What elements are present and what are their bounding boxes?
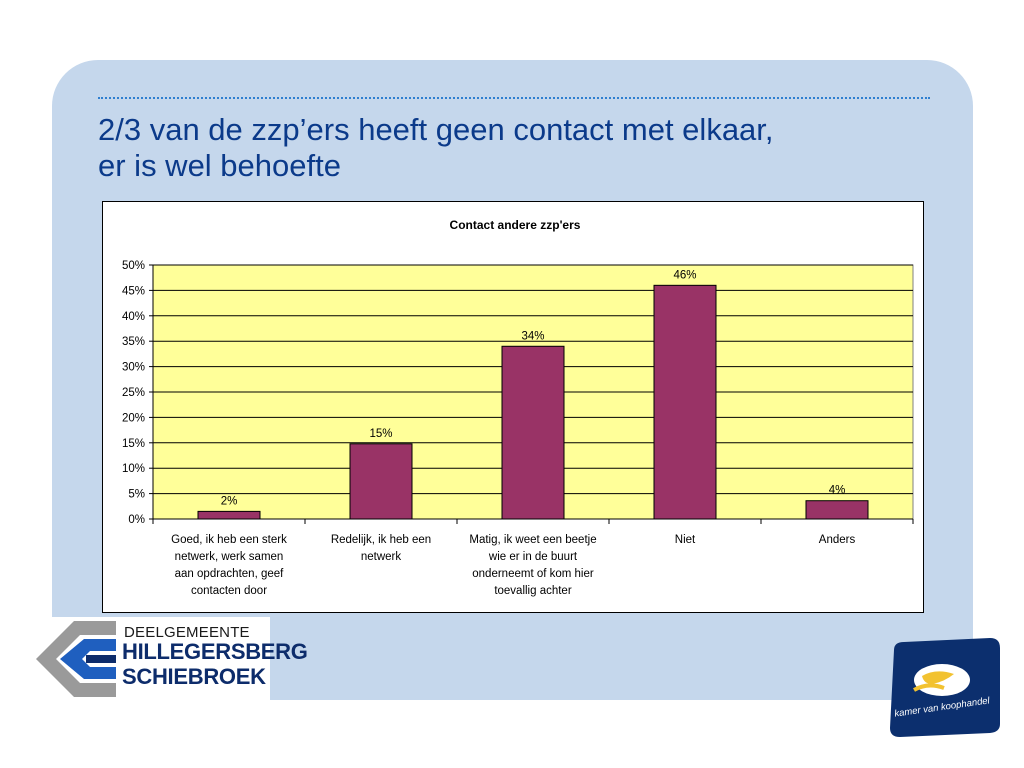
x-category-label-line: aan opdrachten, geef: [174, 568, 284, 580]
deelgemeente-logo: DEELGEMEENTE HILLEGERSBERG SCHIEBROEK: [30, 617, 308, 701]
x-category-label-line: Anders: [818, 534, 856, 546]
x-category-label: Anders: [763, 532, 911, 549]
x-category-label-line: wie er in de buurt: [488, 551, 578, 563]
x-category-label-line: Redelijk, ik heb een: [330, 534, 432, 546]
chart-title: Contact andere zzp'ers: [450, 218, 581, 232]
bar-chart: Contact andere zzp'ers 0% 5% 10% 15% 20% 25% 3…: [122, 218, 914, 526]
slide-title-line1: 2/3 van de zzp’ers heeft geen contact me…: [98, 112, 774, 147]
x-category-label-line: netwerk, werk samen: [174, 551, 284, 563]
logo-left-line3: SCHIEBROEK: [122, 664, 266, 689]
x-category-label: Goed, ik heb een sterk netwerk, werk same…: [155, 532, 303, 600]
bar-value-label: 34%: [521, 330, 544, 342]
bar: [653, 284, 717, 520]
bar-value-label: 46%: [673, 269, 696, 281]
kvk-emblem-icon: [890, 638, 1000, 737]
logo-left-line1: DEELGEMEENTE: [124, 624, 250, 641]
y-tick-label: 35%: [122, 336, 145, 348]
x-category-label-line: Goed, ik heb een sterk: [171, 534, 287, 546]
bar-value-label: 2%: [221, 495, 238, 507]
title-divider: [98, 97, 930, 99]
bar-value-label: 15%: [369, 428, 392, 440]
x-category-label-line: Niet: [674, 534, 696, 546]
x-category-label-line: Matig, ik weet een beetje: [469, 534, 597, 546]
bar: [501, 345, 565, 520]
chart-container: Contact andere zzp'ers 0% 5% 10% 15% 20% 25% 3…: [102, 201, 924, 613]
y-tick-label: 45%: [122, 285, 145, 297]
bar: [805, 500, 869, 520]
bar: [197, 510, 261, 520]
kvk-logo: kamer van koophandel: [884, 638, 1000, 737]
y-tick-label: 10%: [122, 463, 145, 475]
x-category-label-line: toevallig achter: [494, 585, 572, 597]
slide-title-line2: er is wel behoefte: [98, 148, 341, 183]
bar: [349, 443, 413, 520]
y-tick-label: 50%: [122, 260, 145, 272]
bar-value-label: 4%: [829, 485, 846, 497]
deelgemeente-emblem-icon: [36, 621, 116, 697]
x-category-label-line: onderneemt of kom hier: [472, 568, 594, 580]
x-category-label: Niet: [611, 532, 759, 549]
x-category-label-line: contacten door: [190, 585, 268, 597]
x-category-label: Redelijk, ik heb een netwerk: [307, 532, 455, 566]
slide-title: 2/3 van de zzp’ers heeft geen contact me…: [98, 112, 918, 184]
y-tick-label: 20%: [122, 412, 145, 424]
logo-left-line2: HILLEGERSBERG: [122, 639, 308, 664]
y-tick-label: 0%: [128, 514, 145, 526]
y-tick-label: 5%: [128, 489, 145, 501]
x-category-label-line: netwerk: [360, 551, 402, 563]
x-category-label: Matig, ik weet een beetje wie er in de bu…: [459, 532, 607, 600]
y-tick-label: 15%: [122, 438, 145, 450]
y-tick-label: 25%: [122, 387, 145, 399]
y-tick-label: 40%: [122, 311, 145, 323]
y-tick-label: 30%: [122, 362, 145, 374]
